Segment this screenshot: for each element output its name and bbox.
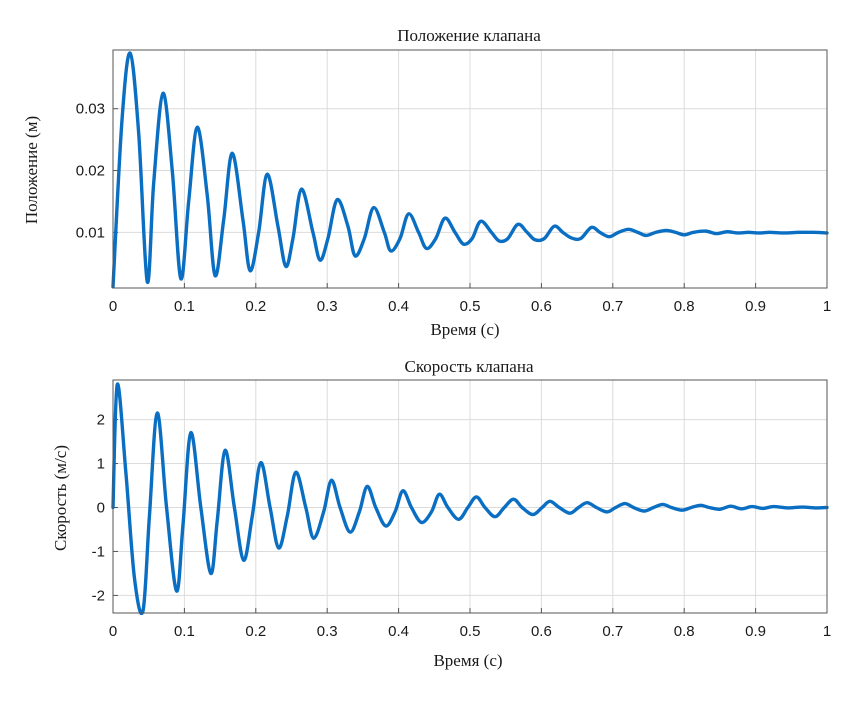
velocity-x-tick-label: 0 bbox=[109, 623, 117, 640]
velocity-x-tick-label: 0.6 bbox=[531, 623, 552, 640]
position-y-tick-label: 0.02 bbox=[76, 163, 105, 180]
position-series-line bbox=[111, 51, 829, 289]
velocity-x-axis-label: Время (с) bbox=[433, 651, 502, 670]
velocity-series-line bbox=[111, 382, 829, 615]
velocity-y-tick-label: 0 bbox=[97, 499, 105, 516]
velocity-y-axis-label: Скорость (м/с) bbox=[51, 445, 70, 551]
position-x-tick-label: 0.5 bbox=[460, 298, 481, 315]
position-x-tick-label: 0.7 bbox=[602, 298, 623, 315]
velocity-x-tick-label: 0.4 bbox=[388, 623, 409, 640]
position-tick-labels: 0 0.1 0.2 0.3 0.4 0.5 0.6 0.7 0.8 0.9 1 0.01 0.02 0.0… bbox=[76, 101, 831, 315]
velocity-plot-frame bbox=[112, 379, 828, 614]
velocity-x-tick-label: 0.2 bbox=[245, 623, 266, 640]
position-x-tick-label: 0.8 bbox=[674, 298, 695, 315]
position-x-tick-label: 0.6 bbox=[531, 298, 552, 315]
position-y-tick-label: 0.03 bbox=[76, 101, 105, 118]
position-x-tick-label: 0.4 bbox=[388, 298, 409, 315]
velocity-plot: Скорость клапана 0 0.1 0.2 0.3 0.4 0.5 0.6 0.7 0… bbox=[51, 357, 831, 670]
velocity-x-tick-label: 1 bbox=[823, 623, 831, 640]
velocity-y-tick-label: 1 bbox=[97, 456, 105, 473]
position-chart-title: Положение клапана bbox=[397, 26, 541, 45]
position-x-tick-label: 0.9 bbox=[745, 298, 766, 315]
velocity-x-tick-label: 0.1 bbox=[174, 623, 195, 640]
velocity-x-tick-label: 0.8 bbox=[674, 623, 695, 640]
velocity-chart-title: Скорость клапана bbox=[405, 357, 534, 376]
position-x-tick-label: 0.1 bbox=[174, 298, 195, 315]
velocity-x-tick-label: 0.5 bbox=[460, 623, 481, 640]
velocity-tick-labels: 0 0.1 0.2 0.3 0.4 0.5 0.6 0.7 0.8 0.9 1 -2 -1 0 1 2 bbox=[92, 412, 832, 640]
velocity-x-tick-label: 0.3 bbox=[317, 623, 338, 640]
position-x-tick-label: 1 bbox=[823, 298, 831, 315]
position-y-axis-label: Положение (м) bbox=[22, 116, 41, 224]
position-y-tick-label: 0.01 bbox=[76, 224, 105, 241]
position-plot: Положение клапана 0 0.1 0.2 0.3 0.4 0.5 0.6 0.7… bbox=[22, 26, 831, 339]
position-x-tick-label: 0.2 bbox=[245, 298, 266, 315]
velocity-x-tick-label: 0.7 bbox=[602, 623, 623, 640]
velocity-y-tick-label: -1 bbox=[92, 543, 105, 560]
velocity-x-tick-label: 0.9 bbox=[745, 623, 766, 640]
position-plot-frame bbox=[112, 49, 828, 289]
position-x-tick-label: 0.3 bbox=[317, 298, 338, 315]
position-x-axis-label: Время (с) bbox=[430, 320, 499, 339]
velocity-y-tick-label: -2 bbox=[92, 587, 105, 604]
position-x-tick-label: 0 bbox=[109, 298, 117, 315]
velocity-y-tick-label: 2 bbox=[97, 412, 105, 429]
